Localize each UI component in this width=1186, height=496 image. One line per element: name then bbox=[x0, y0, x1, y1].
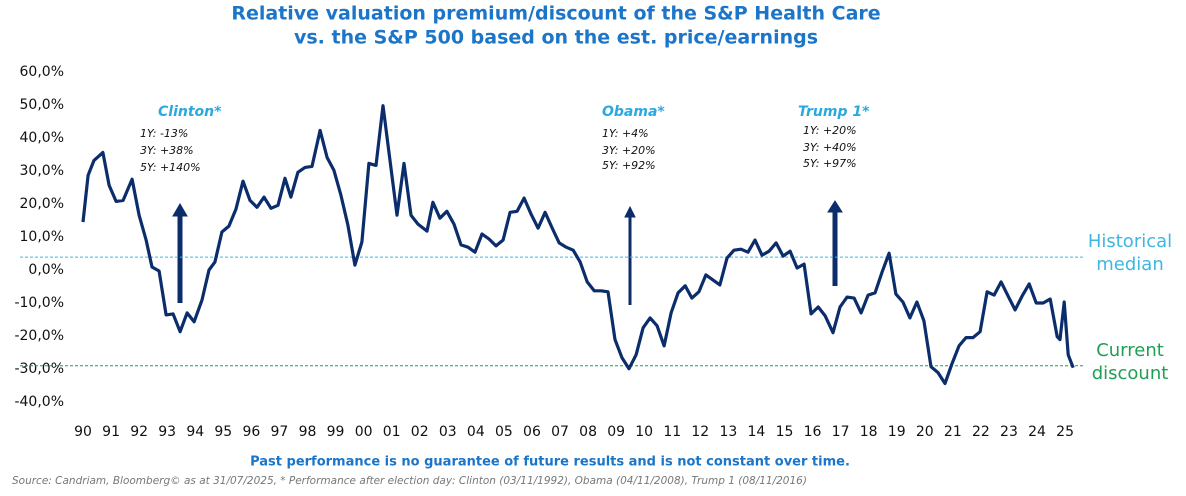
x-tick-label: 18 bbox=[860, 424, 878, 440]
arrow-head bbox=[827, 200, 843, 213]
y-tick-label: 20,0% bbox=[20, 196, 64, 212]
x-tick-label: 25 bbox=[1056, 424, 1074, 440]
x-tick-label: 03 bbox=[439, 424, 457, 440]
x-tick-label: 12 bbox=[691, 424, 709, 440]
x-tick-label: 17 bbox=[832, 424, 850, 440]
x-tick-label: 01 bbox=[383, 424, 401, 440]
reference-label: Historical median bbox=[1087, 231, 1173, 276]
y-tick-label: -40,0% bbox=[14, 394, 64, 410]
x-tick-label: 91 bbox=[102, 424, 120, 440]
x-tick-label: 13 bbox=[719, 424, 737, 440]
x-tick-label: 95 bbox=[214, 424, 232, 440]
note: Past performance is no guarantee of futu… bbox=[250, 455, 850, 470]
x-tick-label: 93 bbox=[158, 424, 176, 440]
x-tick-label: 02 bbox=[411, 424, 429, 440]
x-tick-label: 06 bbox=[523, 424, 541, 440]
annotation-line: 1Y: +4% bbox=[602, 127, 649, 140]
x-tick-label: 10 bbox=[635, 424, 653, 440]
x-tick-label: 16 bbox=[804, 424, 822, 440]
annotation-line: 1Y: +20% bbox=[803, 124, 857, 137]
arrow-head bbox=[624, 205, 636, 218]
series-line bbox=[81, 104, 1075, 386]
annotation-title: Clinton* bbox=[158, 104, 222, 120]
chart-title: Relative valuation premium/discount of t… bbox=[231, 3, 880, 25]
y-tick-label: 0,0% bbox=[28, 262, 64, 278]
reference-label: Current discount bbox=[1091, 339, 1169, 384]
x-tick-label: 92 bbox=[130, 424, 148, 440]
arrow-head bbox=[172, 203, 188, 217]
chart-title: vs. the S&P 500 based on the est. price/… bbox=[294, 27, 818, 49]
y-tick-label: 30,0% bbox=[20, 163, 64, 179]
y-tick-label: -20,0% bbox=[14, 328, 64, 344]
x-tick-label: 14 bbox=[748, 424, 766, 440]
annotation-line: 3Y: +20% bbox=[602, 144, 656, 157]
annotation-line: 3Y: +38% bbox=[140, 144, 194, 157]
x-tick-label: 97 bbox=[271, 424, 289, 440]
x-tick-label: 24 bbox=[1028, 424, 1046, 440]
y-tick-label: -30,0% bbox=[14, 361, 64, 377]
y-tick-label: 50,0% bbox=[20, 97, 64, 113]
x-tick-label: 22 bbox=[972, 424, 990, 440]
annotation-line: 5Y: +140% bbox=[140, 161, 201, 174]
x-tick-label: 08 bbox=[579, 424, 597, 440]
annotation-title: Obama* bbox=[602, 104, 665, 120]
x-tick-label: 04 bbox=[467, 424, 485, 440]
annotation-line: 5Y: +97% bbox=[803, 157, 857, 170]
source: Source: Candriam, Bloomberg© as at 31/07… bbox=[12, 475, 807, 487]
x-tick-label: 19 bbox=[888, 424, 906, 440]
x-tick-label: 15 bbox=[776, 424, 794, 440]
y-tick-label: 40,0% bbox=[20, 130, 64, 146]
x-tick-label: 07 bbox=[551, 424, 569, 440]
x-tick-label: 94 bbox=[186, 424, 204, 440]
annotation-line: 3Y: +40% bbox=[803, 141, 857, 154]
x-tick-label: 05 bbox=[495, 424, 513, 440]
x-tick-label: 11 bbox=[663, 424, 681, 440]
x-tick-label: 98 bbox=[299, 424, 317, 440]
x-tick-label: 96 bbox=[242, 424, 260, 440]
annotation-title: Trump 1* bbox=[798, 104, 870, 120]
x-tick-label: 00 bbox=[355, 424, 373, 440]
x-tick-label: 21 bbox=[944, 424, 962, 440]
y-tick-label: 10,0% bbox=[20, 229, 64, 245]
x-tick-label: 99 bbox=[327, 424, 345, 440]
x-tick-label: 90 bbox=[74, 424, 92, 440]
x-tick-label: 09 bbox=[607, 424, 625, 440]
annotation-line: 5Y: +92% bbox=[602, 159, 656, 172]
y-tick-label: -10,0% bbox=[14, 295, 64, 311]
y-tick-label: 60,0% bbox=[20, 64, 64, 80]
x-tick-label: 20 bbox=[916, 424, 934, 440]
x-tick-label: 23 bbox=[1000, 424, 1018, 440]
arrows bbox=[172, 200, 843, 305]
annotation-line: 1Y: -13% bbox=[140, 127, 188, 140]
